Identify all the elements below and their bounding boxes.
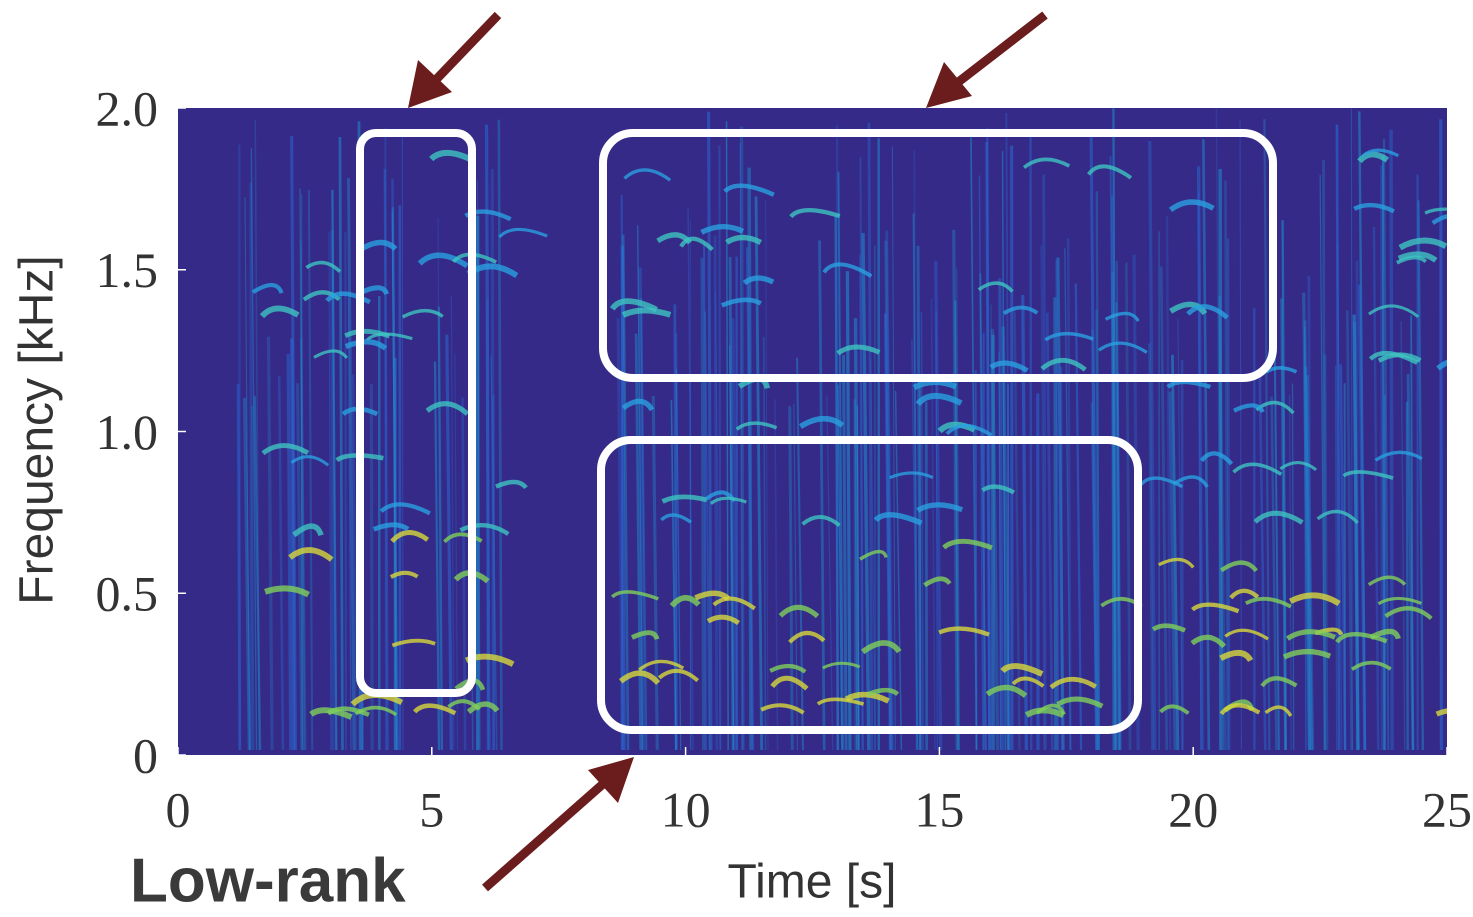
x-tick-label: 0 [166,781,191,837]
y-tick-label: 1.5 [96,242,159,298]
arrow [485,776,612,888]
texture-streak [1061,367,1062,750]
y-tick-label: 0 [133,727,158,783]
annotation: Low-rank [130,846,406,915]
texture-streak [1182,360,1183,750]
x-tick-label: 20 [1168,781,1218,837]
y-tick-label: 0.5 [96,566,159,622]
texture-streak [1228,238,1229,750]
x-tick-label: 10 [661,781,711,837]
texture-streak [1391,130,1392,750]
texture-streak [239,145,240,750]
arrow [428,15,498,88]
texture-streak [1441,119,1442,750]
y-tick-label: 2.0 [96,80,159,136]
x-tick-label: 25 [1422,781,1472,837]
texture-streak [1220,169,1221,750]
chart: Time [s] Frequency [kHz] Low-rank 0 5 10 15… [0,0,1473,917]
plot-area [178,108,1473,755]
texture-harmonic [1437,710,1473,714]
texture-streak [292,338,294,750]
arrow-head [926,62,972,108]
x-tick-label: 15 [914,781,964,837]
x-tick-label: 5 [419,781,444,837]
texture-streak [492,169,493,750]
x-axis-label: Time [s] [728,856,897,909]
y-tick-label: 1.0 [96,404,159,460]
texture-streak [702,258,703,750]
heatmap-background [178,108,1447,755]
texture-streak [252,406,253,750]
y-axis-label: Frequency [kHz] [11,255,64,604]
arrow [948,15,1045,90]
texture-streak [402,132,403,750]
texture-streak [984,333,985,750]
